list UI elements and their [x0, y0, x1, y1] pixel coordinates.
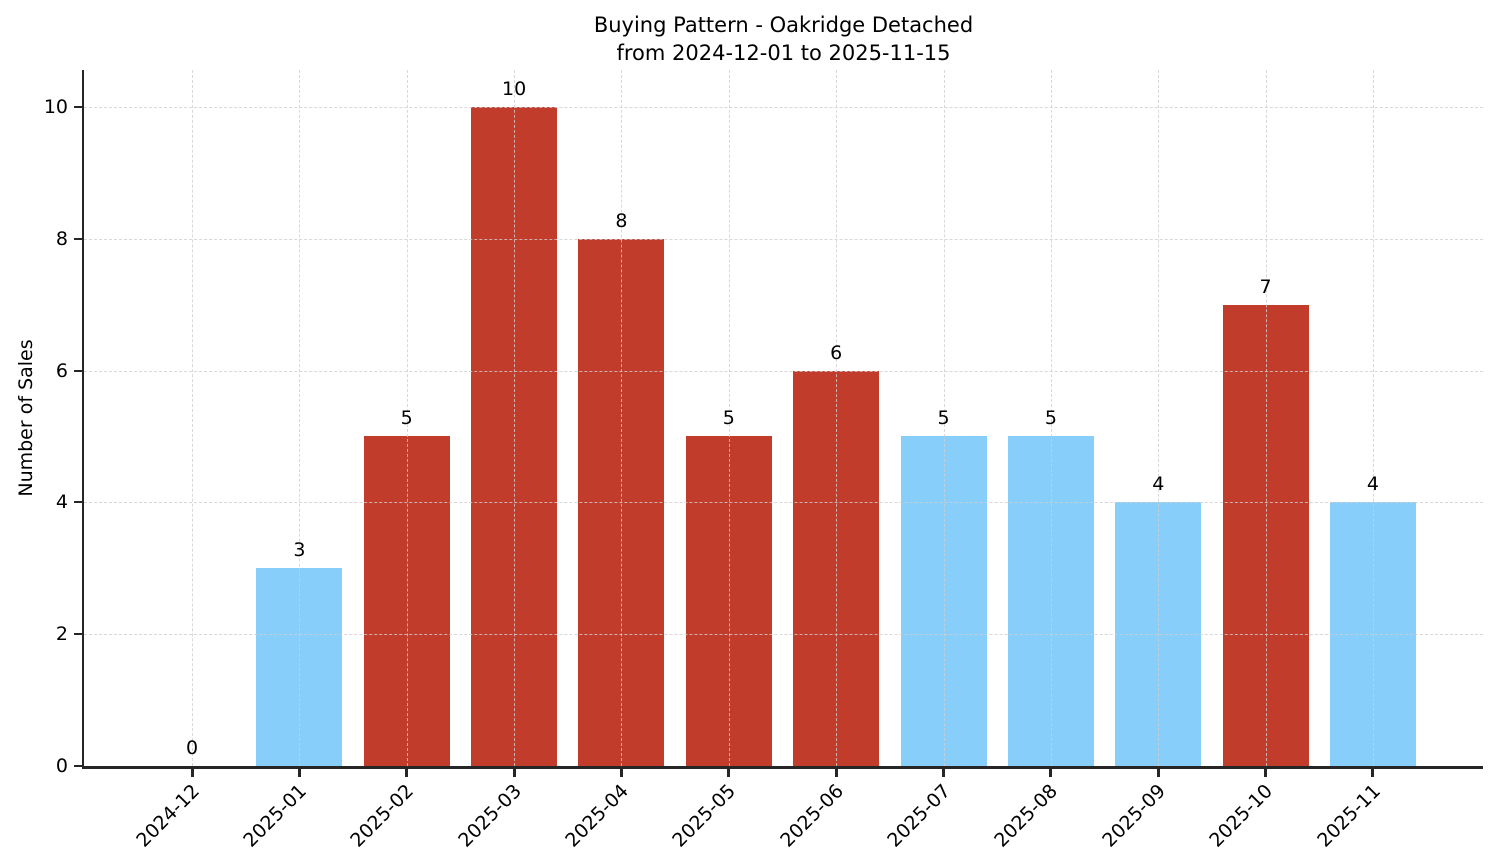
- x-tick-label: 2025-06: [776, 780, 848, 852]
- gridline-horizontal: [84, 106, 1483, 108]
- gridline-vertical: [406, 70, 408, 766]
- x-tick-mark: [1371, 769, 1375, 777]
- gridline-vertical: [1265, 70, 1267, 766]
- bar-value-label: 6: [830, 341, 843, 364]
- x-tick-mark: [405, 769, 409, 777]
- gridline-vertical: [728, 70, 730, 766]
- x-tick-label: 2025-11: [1312, 780, 1385, 852]
- y-tick-label: 0: [55, 755, 68, 777]
- gridline-horizontal: [84, 502, 1483, 504]
- bar-value-label: 7: [1259, 275, 1272, 298]
- gridline-vertical: [299, 70, 301, 766]
- y-tick-label: 10: [43, 95, 68, 118]
- x-tick-label: 2025-05: [668, 780, 741, 852]
- x-tick-label: 2025-09: [1098, 780, 1170, 852]
- x-tick-mark: [1049, 769, 1053, 777]
- x-tick-label: 2024-12: [131, 780, 204, 852]
- gridline-vertical: [1372, 70, 1374, 766]
- gridline-vertical: [1050, 70, 1052, 766]
- y-axis-label: Number of Sales: [15, 339, 37, 497]
- x-tick-label: 2025-04: [561, 780, 633, 852]
- x-tick-mark: [727, 769, 731, 777]
- bar-value-label: 5: [1044, 407, 1057, 430]
- x-tick-mark: [512, 769, 516, 777]
- gridline-vertical: [192, 70, 193, 766]
- x-tick-label: 2025-02: [346, 780, 419, 852]
- y-tick-mark: [74, 369, 82, 372]
- chart-subtitle: from 2024-12-01 to 2025-11-15: [616, 41, 951, 65]
- y-tick-label: 2: [55, 623, 68, 646]
- x-tick-mark: [190, 769, 194, 777]
- gridline-vertical: [514, 70, 516, 766]
- x-tick-label: 2025-07: [883, 780, 956, 852]
- x-tick-label: 2025-10: [1205, 780, 1278, 852]
- y-tick-label: 4: [55, 491, 68, 514]
- y-tick-mark: [74, 501, 82, 504]
- gridline-horizontal: [84, 634, 1483, 636]
- x-tick-mark: [1156, 769, 1160, 777]
- bar-value-label: 5: [722, 407, 735, 430]
- x-tick-label: 2025-01: [239, 780, 311, 852]
- y-tick-mark: [74, 633, 82, 636]
- y-tick-mark: [74, 765, 82, 767]
- bar-value-label: 3: [293, 539, 306, 562]
- gridline-vertical: [621, 70, 623, 766]
- x-tick-mark: [942, 769, 946, 777]
- x-tick-mark: [619, 769, 623, 777]
- y-tick-label: 8: [55, 227, 68, 250]
- y-tick-mark: [74, 237, 82, 240]
- y-tick-label: 6: [55, 359, 68, 382]
- plot-area: 0 2 4 6 8 10 0 2024-12 3 2025-01 5 2025-02 10 2025-03…: [44, 70, 1483, 852]
- bar-value-label: 0: [185, 737, 199, 759]
- x-tick-label: 2025-08: [990, 780, 1063, 852]
- bar-value-label: 8: [615, 209, 628, 232]
- x-tick-mark: [834, 769, 838, 777]
- bar-value-label: 4: [1152, 473, 1165, 496]
- gridline-vertical: [943, 70, 945, 766]
- bar-value-label: 10: [501, 77, 527, 100]
- x-tick-mark: [1264, 769, 1268, 777]
- gridline-vertical: [1158, 70, 1160, 766]
- bar-value-label: 5: [937, 407, 950, 430]
- gridline-vertical: [836, 70, 838, 766]
- gridline-horizontal: [84, 370, 1483, 372]
- chart-title: Buying Pattern - Oakridge Detached: [593, 13, 974, 37]
- chart-title-block: Buying Pattern - Oakridge Detached from …: [82, 11, 1485, 67]
- x-tick-mark: [297, 769, 301, 777]
- x-tick-label: 2025-03: [453, 780, 526, 852]
- bar-value-label: 4: [1366, 473, 1379, 496]
- y-tick-mark: [74, 105, 82, 108]
- bar-value-label: 5: [400, 407, 413, 430]
- gridline-horizontal: [84, 238, 1483, 240]
